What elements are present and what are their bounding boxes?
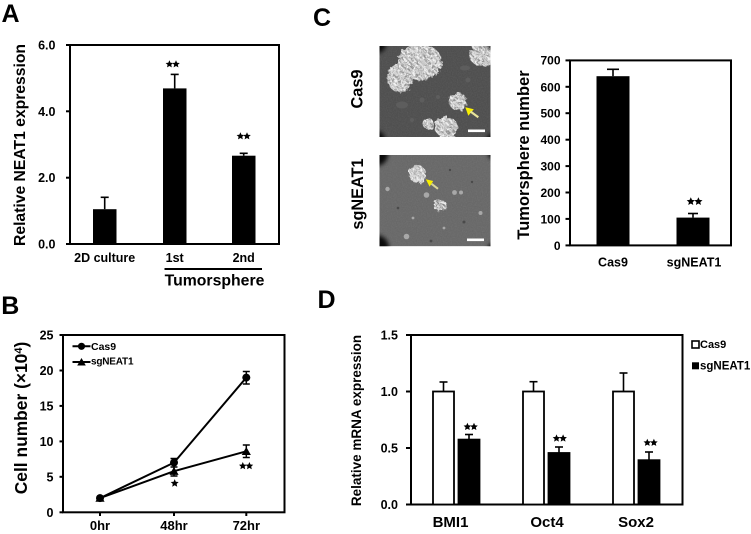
- svg-text:sgNEAT1: sgNEAT1: [667, 256, 722, 270]
- svg-text:6.0: 6.0: [38, 39, 55, 53]
- svg-text:Oct4: Oct4: [530, 514, 564, 531]
- svg-text:0.0: 0.0: [38, 238, 55, 252]
- svg-text:Relative mRNA expression: Relative mRNA expression: [349, 335, 364, 506]
- svg-text:0.5: 0.5: [381, 442, 398, 456]
- svg-text:C: C: [313, 4, 331, 32]
- svg-text:Cas9: Cas9: [349, 70, 367, 109]
- svg-text:A: A: [2, 0, 20, 28]
- svg-text:0: 0: [47, 506, 54, 520]
- svg-text:sgNEAT1: sgNEAT1: [349, 158, 367, 229]
- svg-text:72hr: 72hr: [233, 518, 260, 533]
- svg-text:10: 10: [40, 435, 54, 449]
- svg-text:2D culture: 2D culture: [74, 251, 135, 265]
- svg-text:300: 300: [540, 160, 560, 174]
- svg-text:0hr: 0hr: [90, 518, 110, 533]
- svg-text:1.0: 1.0: [381, 385, 398, 399]
- svg-text:20: 20: [40, 364, 54, 378]
- svg-text:sgNEAT1: sgNEAT1: [91, 357, 134, 368]
- svg-text:25: 25: [40, 329, 54, 343]
- svg-text:B: B: [1, 292, 19, 320]
- svg-text:200: 200: [540, 186, 560, 200]
- svg-text:5: 5: [47, 470, 54, 484]
- svg-text:Tumorsphere: Tumorsphere: [165, 273, 265, 290]
- svg-text:2nd: 2nd: [233, 251, 255, 265]
- svg-text:sgNEAT1: sgNEAT1: [700, 361, 751, 373]
- svg-text:Cas9: Cas9: [700, 339, 726, 351]
- svg-text:Tumorsphere number: Tumorsphere number: [515, 70, 533, 240]
- svg-text:D: D: [318, 286, 336, 314]
- svg-text:1st: 1st: [166, 251, 185, 265]
- svg-text:0: 0: [554, 239, 561, 253]
- svg-text:Cas9: Cas9: [598, 256, 628, 270]
- svg-text:2.0: 2.0: [38, 171, 55, 185]
- svg-text:Cell number (×104): Cell number (×104): [11, 342, 31, 495]
- svg-text:BMI1: BMI1: [433, 514, 469, 531]
- svg-text:600: 600: [540, 80, 560, 94]
- svg-text:Cas9: Cas9: [91, 341, 116, 353]
- svg-text:Relative NEAT1 expression: Relative NEAT1 expression: [12, 44, 29, 246]
- svg-text:500: 500: [540, 107, 560, 121]
- svg-text:4.0: 4.0: [38, 105, 55, 119]
- svg-text:100: 100: [540, 212, 560, 226]
- svg-text:0.0: 0.0: [381, 498, 398, 512]
- svg-text:400: 400: [540, 133, 560, 147]
- svg-text:1.5: 1.5: [381, 329, 398, 343]
- svg-text:Sox2: Sox2: [618, 514, 654, 531]
- svg-text:700: 700: [540, 54, 560, 68]
- svg-text:15: 15: [40, 399, 54, 413]
- svg-text:48hr: 48hr: [160, 518, 187, 533]
